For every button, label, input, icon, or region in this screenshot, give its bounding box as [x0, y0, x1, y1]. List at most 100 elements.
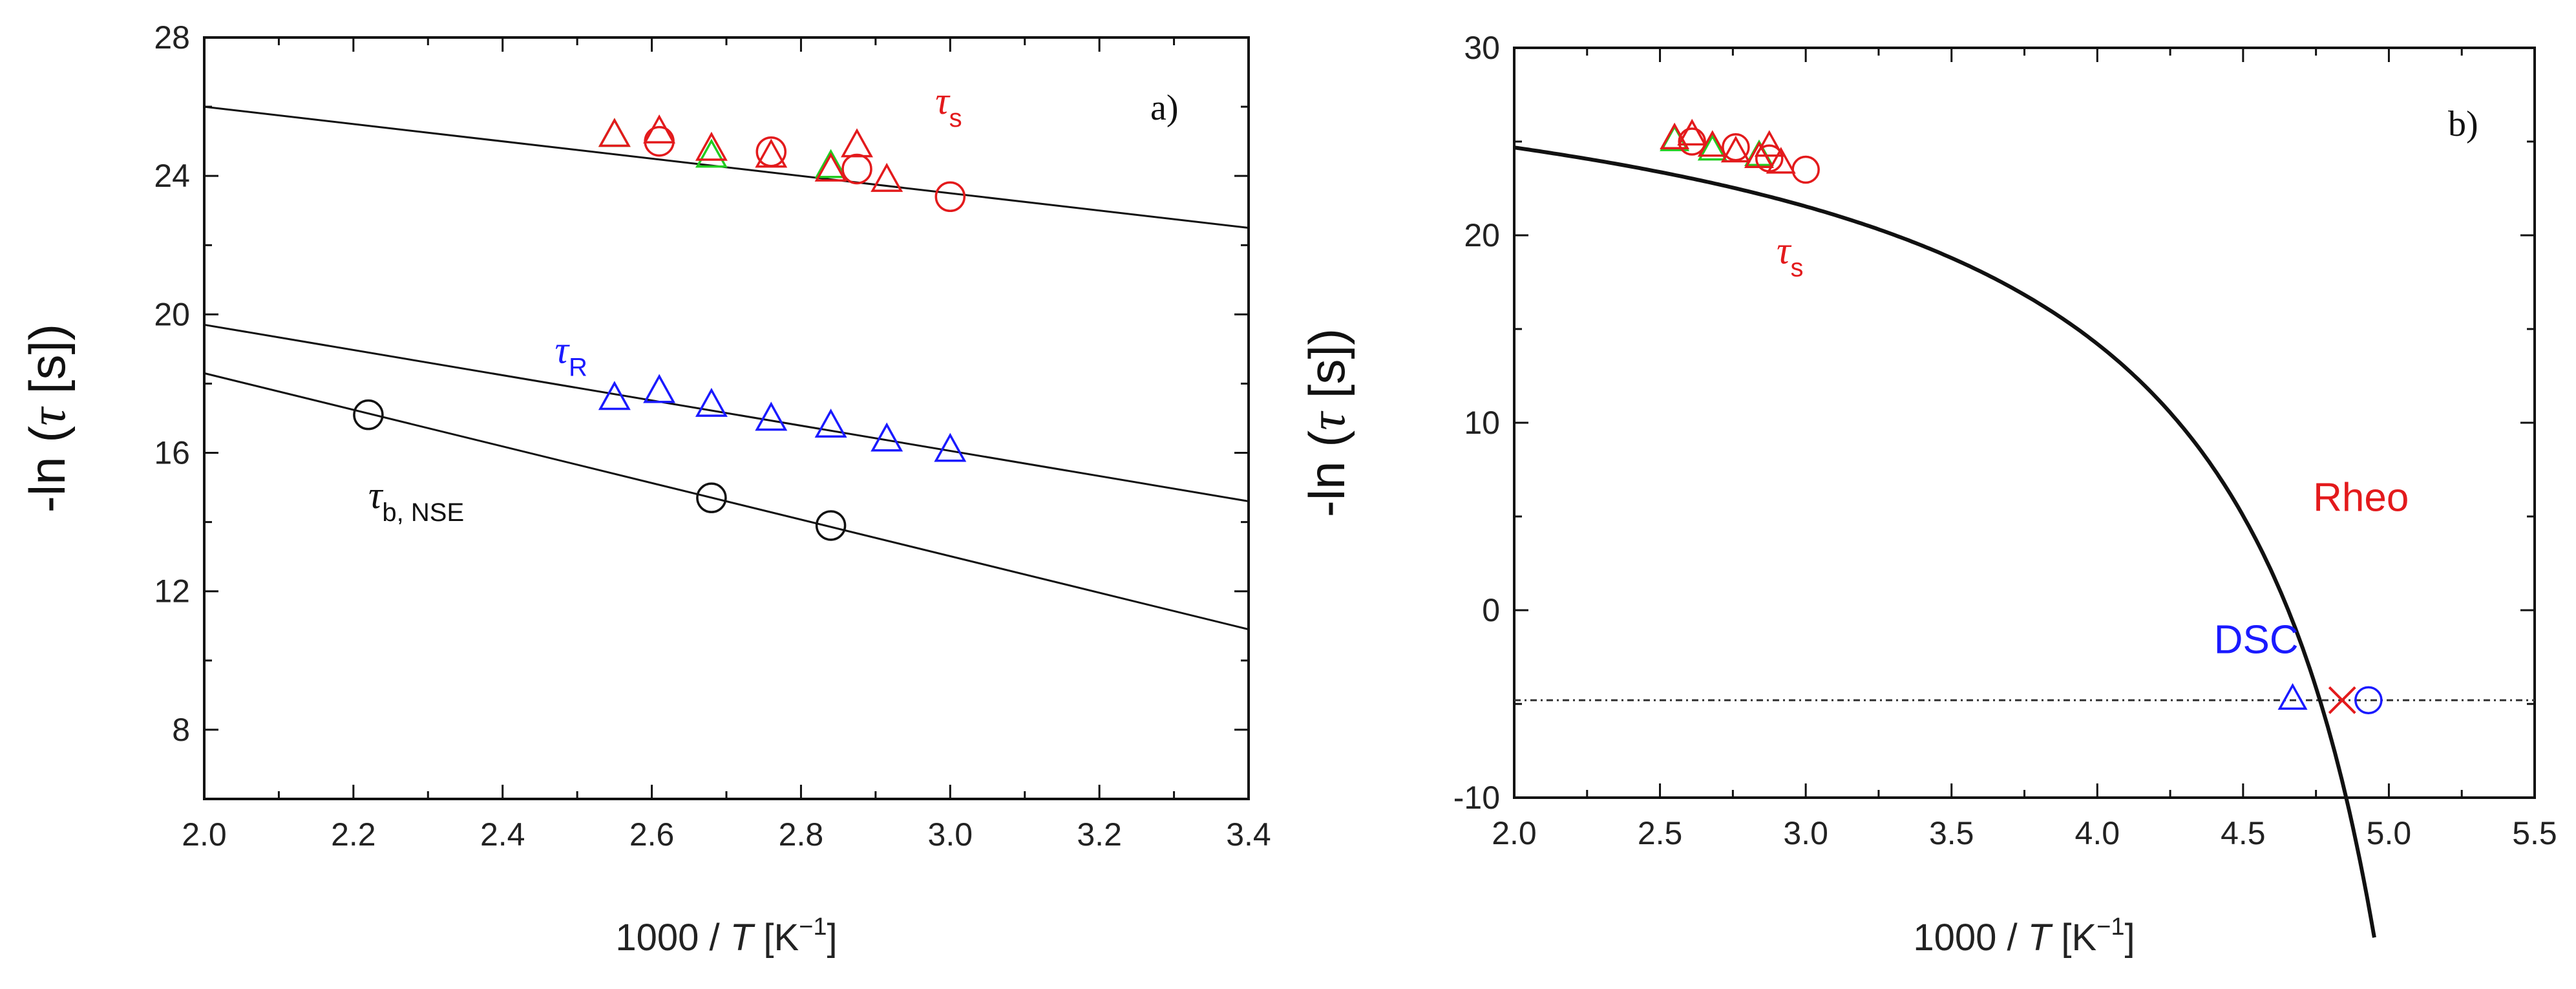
series--s-red-circles [644, 125, 966, 213]
circle-marker [755, 136, 787, 167]
panel-b-markers [1660, 118, 2383, 714]
annotation-subscript: b, NSE [382, 498, 464, 527]
vft-fit-curve [1514, 145, 2376, 938]
panel-b-x-ticks: 2.0 2.5 3.0 3.5 4.0 4.5 5.0 5.5 [1492, 48, 2557, 851]
x-tick-label: 2.0 [1492, 815, 1537, 851]
triangle-marker [695, 138, 728, 168]
circle-marker [1791, 155, 1820, 184]
x-tick-label: 4.0 [2075, 815, 2120, 851]
triangle-marker [598, 118, 631, 147]
panel-a-markers [353, 114, 967, 541]
annotation-symbol: τ [1777, 229, 1792, 272]
annotation-tau-b: τb, NSE [368, 474, 464, 527]
annotation-subscript: s [1791, 254, 1804, 282]
panel-b-lines [1514, 145, 2535, 938]
triangle-marker [841, 128, 873, 158]
y-tick-label: -10 [1453, 780, 1500, 816]
triangle-marker [814, 409, 847, 438]
y-tick-label: 28 [154, 19, 190, 56]
annotation-symbol: τ [935, 80, 951, 122]
annotation-tau-s: τs [935, 80, 962, 133]
x-tick-label: 2.2 [331, 816, 376, 853]
series--r-blue-triangles [598, 374, 967, 462]
y-tick-label: 8 [172, 712, 190, 748]
triangle-marker [2277, 683, 2308, 710]
y-tick-label: 10 [1464, 405, 1500, 441]
triangle-marker [755, 401, 788, 431]
triangle-marker [598, 381, 631, 410]
annotation-rheo: Rheo [2313, 475, 2409, 520]
triangle-marker [1697, 130, 1727, 157]
circle-marker [1678, 127, 1706, 156]
cross-marker [2328, 686, 2356, 714]
triangle-marker [598, 118, 631, 147]
x-tick-label: 3.2 [1077, 816, 1122, 853]
x-tick-label: 3.0 [928, 816, 973, 853]
annotation-tau-r: τR [555, 328, 587, 381]
triangle-marker [871, 422, 903, 452]
annotation-subscript: s [949, 104, 962, 133]
triangle-marker [934, 432, 967, 462]
triangle-marker [1677, 118, 1707, 146]
circle-marker [841, 153, 872, 185]
panel-b-chart: 2.0 2.5 3.0 3.5 4.0 4.5 5.0 5.5 -10 0 10 20 30 τs Rh… [1298, 30, 2557, 959]
panel-b-plot-frame [1513, 47, 2536, 799]
annotation-symbol: τ [555, 328, 571, 371]
y-tick-label: 20 [154, 296, 190, 332]
series-dsc-circle [2354, 686, 2383, 714]
circle-marker [2354, 686, 2383, 714]
panel-a-y-axis-title: -ln (τ [s]) [19, 324, 76, 513]
x-tick-label: 5.0 [2367, 815, 2412, 851]
annotation-subscript: R [569, 353, 587, 381]
x-tick-label: 2.4 [480, 816, 525, 853]
circle-marker [815, 510, 847, 541]
triangle-marker [695, 387, 728, 417]
circle-marker [696, 482, 727, 513]
circle-marker [1755, 144, 1784, 173]
series--s-green-triangles [598, 118, 847, 178]
y-tick-label: 20 [1464, 217, 1500, 253]
triangle-marker [643, 374, 676, 403]
x-tick-label: 2.0 [182, 816, 227, 853]
y-tick-label: 0 [1482, 592, 1500, 628]
series-dsc [2277, 683, 2308, 710]
circle-marker [353, 399, 384, 431]
series--s-red-circles [1678, 127, 1820, 184]
x-tick-label: 4.5 [2221, 815, 2266, 851]
circle-marker [934, 181, 966, 213]
panel-b-annotations: τs Rheo DSC [1777, 229, 2409, 663]
series--s-red-triangles [598, 114, 903, 192]
annotation-tau-s-b: τs [1777, 229, 1803, 282]
circle-marker [1722, 133, 1750, 162]
triangle-marker [695, 131, 728, 161]
triangle-marker [814, 152, 847, 182]
triangle-marker [1766, 147, 1796, 174]
panel-a-x-axis-title: 1000 / T [K−1] [615, 913, 837, 959]
triangle-marker [1697, 133, 1727, 161]
fit-line [204, 323, 1249, 502]
triangle-marker [1720, 135, 1751, 163]
x-tick-label: 5.5 [2512, 815, 2557, 851]
panel-a-plot-frame [203, 36, 1250, 800]
triangle-marker [814, 149, 847, 178]
x-tick-label: 2.5 [1638, 815, 1683, 851]
triangle-marker [1754, 130, 1784, 157]
x-tick-label: 2.8 [779, 816, 824, 853]
panel-b-x-axis-title: 1000 / T [K−1] [1913, 913, 2135, 959]
x-tick-label: 3.4 [1226, 816, 1271, 853]
y-tick-label: 16 [154, 435, 190, 471]
y-tick-label: 24 [154, 158, 190, 194]
circle-marker [644, 125, 675, 157]
panel-a-fit-lines [204, 105, 1249, 631]
panel-b-label: b) [2448, 104, 2478, 144]
series-rheo [2328, 686, 2356, 714]
y-tick-label: 30 [1464, 30, 1500, 66]
panel-b-y-ticks: -10 0 10 20 30 [1453, 30, 2535, 816]
x-tick-label: 2.6 [629, 816, 675, 853]
x-tick-label: 3.0 [1783, 815, 1828, 851]
series--b-nse-black-circles [353, 399, 847, 541]
y-tick-label: 12 [154, 573, 190, 610]
